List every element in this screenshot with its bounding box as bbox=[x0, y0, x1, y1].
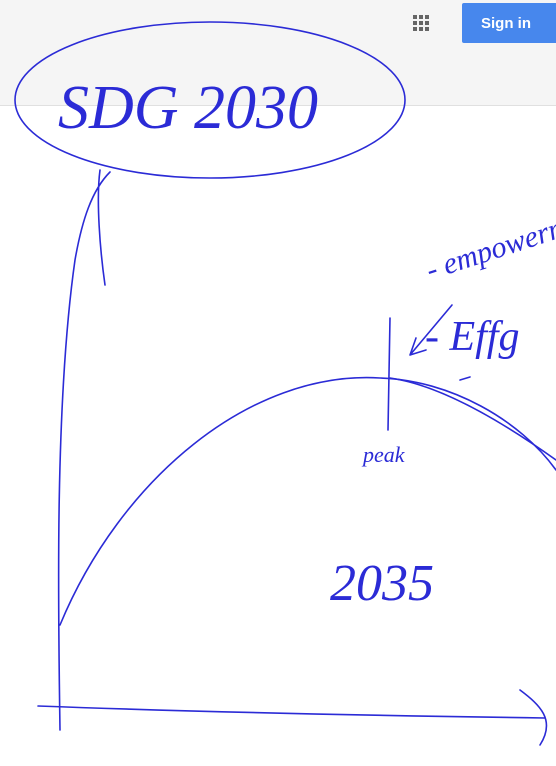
curve-stroke bbox=[60, 378, 556, 625]
page: Sign in SDG 2030 - empowerme - Effg peak… bbox=[0, 0, 556, 761]
y-axis-stroke bbox=[59, 170, 110, 730]
handwritten-label: peak bbox=[361, 442, 406, 467]
curve-stroke-2 bbox=[390, 378, 556, 460]
handwritten-label: - empowerme bbox=[422, 205, 556, 287]
apps-icon[interactable] bbox=[413, 15, 429, 31]
x-axis-stroke bbox=[38, 690, 547, 745]
sign-in-label[interactable]: Sign in bbox=[481, 15, 531, 32]
peak-tick bbox=[388, 318, 390, 430]
handwritten-label: - Effg bbox=[425, 314, 519, 360]
handwritten-label: SDG 2030 bbox=[58, 74, 318, 142]
dash-stroke bbox=[460, 377, 470, 380]
screen: Sign in SDG 2030 - empowerme - Effg peak… bbox=[0, 0, 556, 761]
handwritten-label: 2035 bbox=[330, 555, 434, 612]
